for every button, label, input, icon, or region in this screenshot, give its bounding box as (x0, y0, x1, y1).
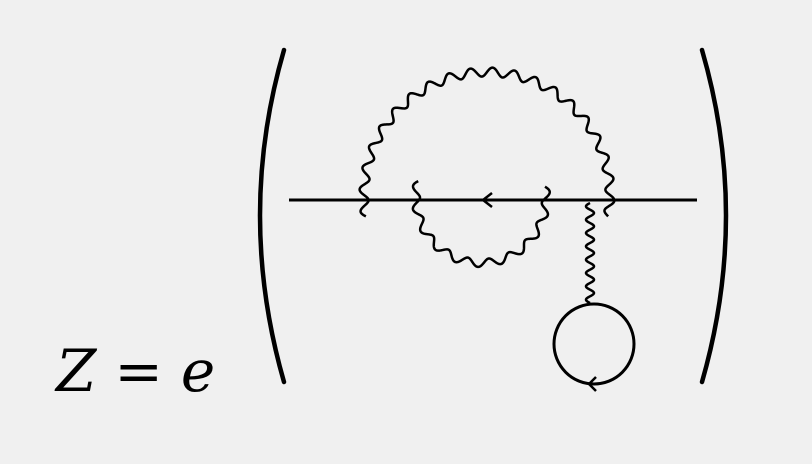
photon-line-vertical (584, 201, 596, 305)
fermion-loop-arrow (587, 376, 597, 392)
equation-base: e (180, 337, 216, 405)
equation-lhs: Z (56, 337, 97, 405)
equation-equals: = (114, 337, 163, 405)
photon-arc-upper (358, 66, 616, 218)
photon-arc-lower (411, 180, 551, 269)
fermion-loop (552, 302, 636, 386)
equation: Z = e (56, 342, 215, 400)
right-parenthesis (699, 47, 729, 385)
left-parenthesis (257, 47, 287, 385)
fermion-line-arrow (480, 192, 493, 208)
